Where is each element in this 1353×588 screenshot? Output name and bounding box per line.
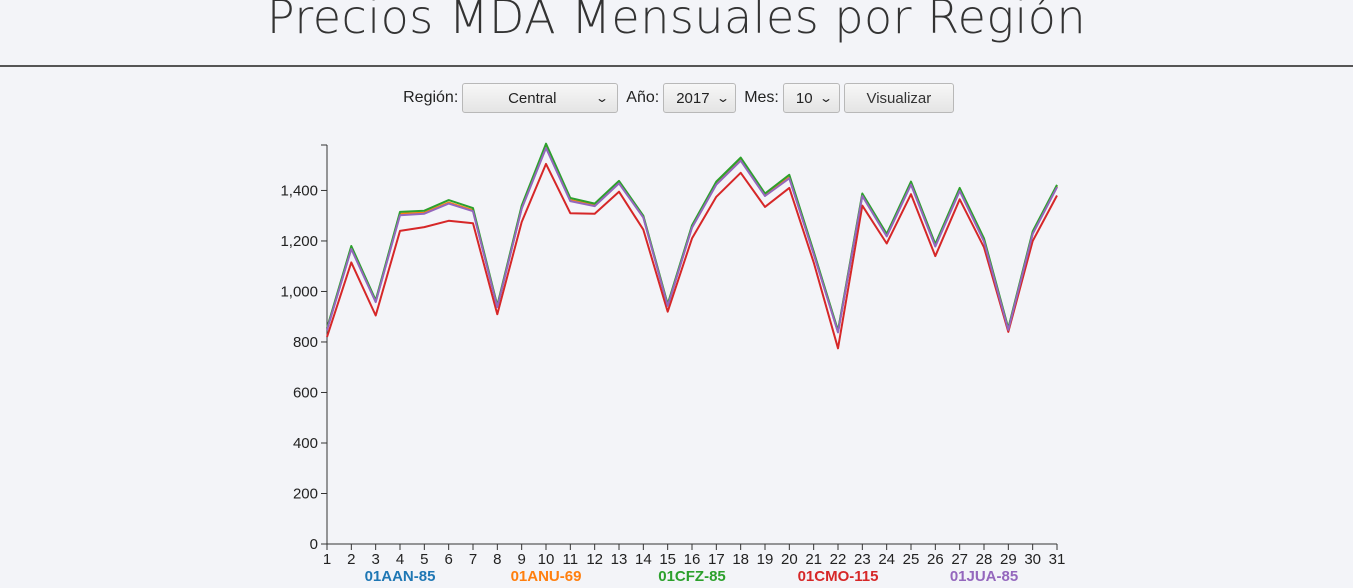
legend-item-01cfz-85[interactable]: 01CFZ-85 — [658, 568, 726, 585]
legend-item-01aan-85[interactable]: 01AAN-85 — [364, 568, 436, 585]
region-select[interactable]: Central ⌄ — [462, 83, 619, 113]
y-tick-label: 600 — [293, 384, 318, 401]
x-tick-label: 17 — [708, 551, 725, 568]
y-tick-label: 800 — [293, 334, 318, 351]
legend-item-01cmo-115[interactable]: 01CMO-115 — [797, 568, 879, 585]
chevron-down-icon: ⌄ — [715, 91, 730, 105]
series-line-01cmo-115 — [326, 162, 1058, 350]
year-label: Año: — [626, 89, 660, 106]
year-select-value: 2017 — [676, 89, 710, 107]
x-tick-label: 18 — [732, 551, 749, 568]
x-tick-label: 28 — [976, 551, 993, 568]
legend-item-01anu-69[interactable]: 01ANU-69 — [510, 568, 582, 585]
x-tick-label: 7 — [469, 551, 477, 568]
series-line-01jua-85 — [326, 147, 1058, 334]
y-tick-label: 0 — [310, 536, 318, 553]
month-label: Mes: — [744, 89, 779, 106]
x-tick-label: 23 — [854, 551, 871, 568]
x-tick-label: 19 — [757, 551, 774, 568]
x-tick-label: 20 — [781, 551, 798, 568]
y-tick-label: 1,000 — [280, 283, 318, 300]
x-tick-label: 1 — [323, 551, 331, 568]
x-tick-label: 9 — [517, 551, 525, 568]
x-tick-label: 12 — [586, 551, 603, 568]
x-tick-label: 24 — [878, 551, 895, 568]
chevron-down-icon: ⌄ — [595, 91, 610, 105]
x-tick-label: 6 — [444, 551, 452, 568]
x-tick-label: 13 — [611, 551, 628, 568]
x-tick-label: 16 — [684, 551, 701, 568]
month-select[interactable]: 10 ⌄ — [782, 83, 840, 113]
y-tick-label: 200 — [293, 485, 318, 502]
title-bar: Precios MDA Mensuales por Región — [0, 0, 1353, 67]
y-tick-label: 1,200 — [280, 233, 318, 250]
x-tick-label: 3 — [371, 551, 379, 568]
x-tick-label: 21 — [805, 551, 822, 568]
x-tick-label: 4 — [396, 551, 404, 568]
x-tick-label: 25 — [903, 551, 920, 568]
year-select[interactable]: 2017 ⌄ — [663, 83, 737, 113]
visualize-button[interactable]: Visualizar — [843, 83, 954, 113]
chevron-down-icon: ⌄ — [818, 91, 833, 105]
region-select-value: Central — [508, 89, 557, 107]
x-tick-label: 11 — [563, 551, 579, 568]
x-tick-label: 22 — [830, 551, 847, 568]
region-label: Región: — [403, 89, 459, 106]
x-tick-label: 8 — [493, 551, 501, 568]
x-tick-label: 31 — [1049, 551, 1066, 568]
x-tick-label: 26 — [927, 551, 944, 568]
x-tick-label: 29 — [1000, 551, 1017, 568]
filter-controls: Región: Central ⌄ Año: 2017 ⌄ Mes: 10 ⌄ … — [0, 82, 1353, 114]
page-title: Precios MDA Mensuales por Región — [266, 0, 1087, 44]
x-tick-label: 15 — [659, 551, 676, 568]
x-tick-label: 30 — [1024, 551, 1041, 568]
month-select-value: 10 — [795, 89, 813, 107]
y-tick-label: 1,400 — [280, 182, 318, 199]
x-tick-label: 27 — [951, 551, 968, 568]
x-tick-label: 5 — [420, 551, 428, 568]
x-tick-label: 14 — [635, 551, 652, 568]
x-tick-label: 2 — [347, 551, 355, 568]
x-tick-label: 10 — [538, 551, 555, 568]
y-tick-label: 400 — [293, 435, 318, 452]
legend-item-01jua-85[interactable]: 01JUA-85 — [949, 568, 1019, 585]
